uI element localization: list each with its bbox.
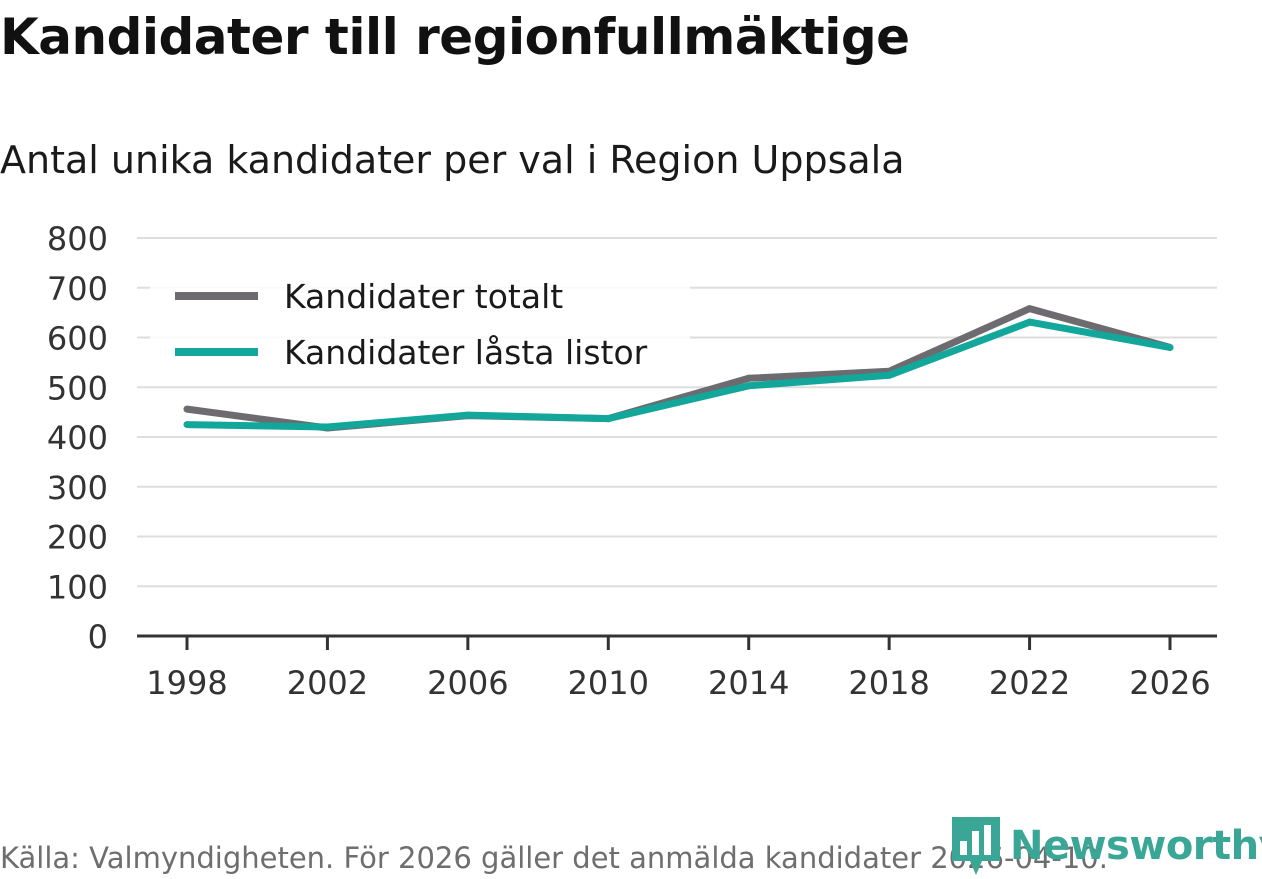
data-point: [1026, 318, 1034, 326]
y-tick-label: 800: [47, 220, 108, 258]
x-axis-tick-labels: 1998 2002 2006 2010 2014 2018 2022 2026: [146, 664, 1210, 702]
legend-label: Kandidater låsta listor: [284, 333, 648, 372]
x-tick-label: 2006: [427, 664, 508, 702]
x-tick-label: 1998: [146, 664, 227, 702]
data-point: [183, 405, 191, 413]
x-tick-label: 2026: [1129, 664, 1210, 702]
data-point: [183, 421, 191, 429]
y-tick-label: 100: [47, 568, 108, 606]
brand-name: Newsworthy: [1010, 823, 1262, 869]
y-tick-label: 600: [47, 320, 108, 358]
y-tick-label: 400: [47, 419, 108, 457]
x-tick-label: 2022: [989, 664, 1070, 702]
series-lines: [183, 305, 1174, 432]
x-tick-label: 2018: [848, 664, 929, 702]
x-axis: [137, 634, 1217, 650]
chart-subtitle: Antal unika kandidater per val i Region …: [0, 138, 905, 182]
data-point: [745, 374, 753, 382]
data-point: [323, 423, 331, 431]
series-line-lasta-listor: [186, 318, 1171, 431]
newsworthy-brand: Newsworthy: [952, 816, 1262, 876]
data-point: [464, 411, 472, 419]
y-tick-label: 200: [47, 519, 108, 557]
data-point: [745, 382, 753, 390]
bar-chart-icon: [952, 817, 1000, 875]
y-axis-tick-labels: 0 100 200 300 400 500 600 700 800: [47, 220, 108, 656]
x-tick-label: 2014: [708, 664, 789, 702]
y-tick-label: 500: [47, 369, 108, 407]
source-note: Källa: Valmyndigheten. För 2026 gäller d…: [0, 841, 1108, 875]
y-tick-label: 700: [47, 270, 108, 308]
data-point: [604, 415, 612, 423]
y-tick-label: 300: [47, 469, 108, 507]
legend-label: Kandidater totalt: [284, 277, 563, 316]
y-tick-label: 0: [88, 618, 108, 656]
legend-background: [150, 266, 690, 384]
legend: Kandidater totalt Kandidater låsta listor: [150, 266, 690, 384]
chart-title: Kandidater till regionfullmäktige: [0, 8, 910, 66]
x-tick-label: 2010: [568, 664, 649, 702]
x-tick-label: 2002: [287, 664, 368, 702]
data-point: [1166, 343, 1174, 351]
data-point: [1026, 305, 1034, 313]
data-point: [885, 371, 893, 379]
